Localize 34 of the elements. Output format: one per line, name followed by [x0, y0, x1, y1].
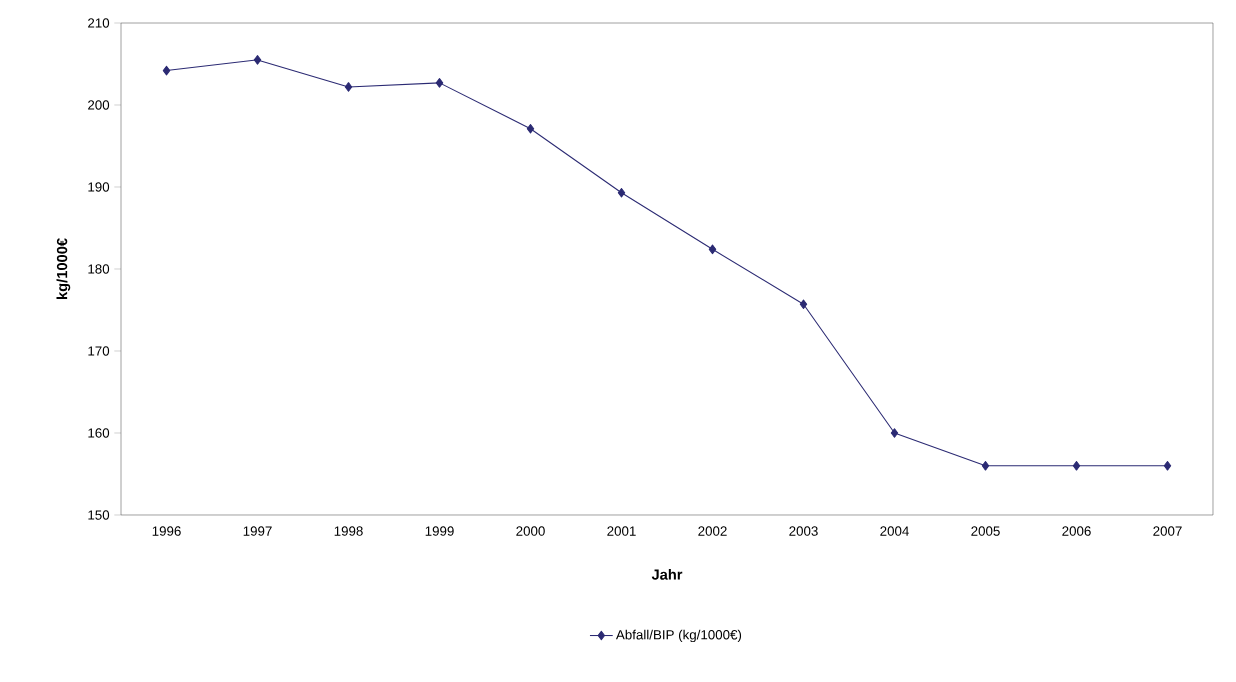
x-tick-label: 1999: [425, 526, 454, 536]
y-tick-label: 180: [88, 264, 110, 274]
x-tick-label: 1997: [243, 526, 272, 536]
x-tick-label: 1998: [334, 526, 363, 536]
point: [435, 78, 444, 88]
point: [890, 428, 899, 438]
x-tick-label: 2007: [1153, 526, 1182, 536]
y-tick-label: 150: [88, 510, 110, 520]
point: [526, 123, 535, 134]
legend-label: Abfall/BIP (kg/1000€): [615, 629, 742, 643]
y-tick-label: 210: [88, 18, 110, 28]
x-tick-label: 2002: [698, 526, 727, 536]
x-tick-label: 2003: [789, 526, 818, 536]
y-tick-label: 190: [88, 182, 110, 192]
point: [981, 460, 990, 471]
point: [708, 244, 717, 255]
x-axis-title: Jahr: [651, 568, 683, 580]
y-tick-label: 160: [88, 428, 110, 438]
x-tick-label: 2001: [607, 526, 636, 536]
point: [617, 187, 626, 198]
x-tick-label: 2005: [971, 526, 1000, 536]
point: [799, 299, 808, 310]
point: [162, 65, 171, 76]
point: [1163, 460, 1172, 471]
x-tick-label: 2000: [516, 526, 545, 536]
x-tick-label: 2004: [880, 526, 909, 536]
x-tick-label: 2006: [1062, 526, 1091, 536]
y-axis-title: kg/1000€: [56, 238, 71, 299]
x-tick-label: 1996: [152, 526, 181, 536]
y-tick-label: 170: [88, 346, 110, 356]
point: [1072, 460, 1081, 471]
point: [253, 55, 262, 65]
point: [344, 82, 353, 92]
y-tick-label: 200: [88, 100, 110, 110]
